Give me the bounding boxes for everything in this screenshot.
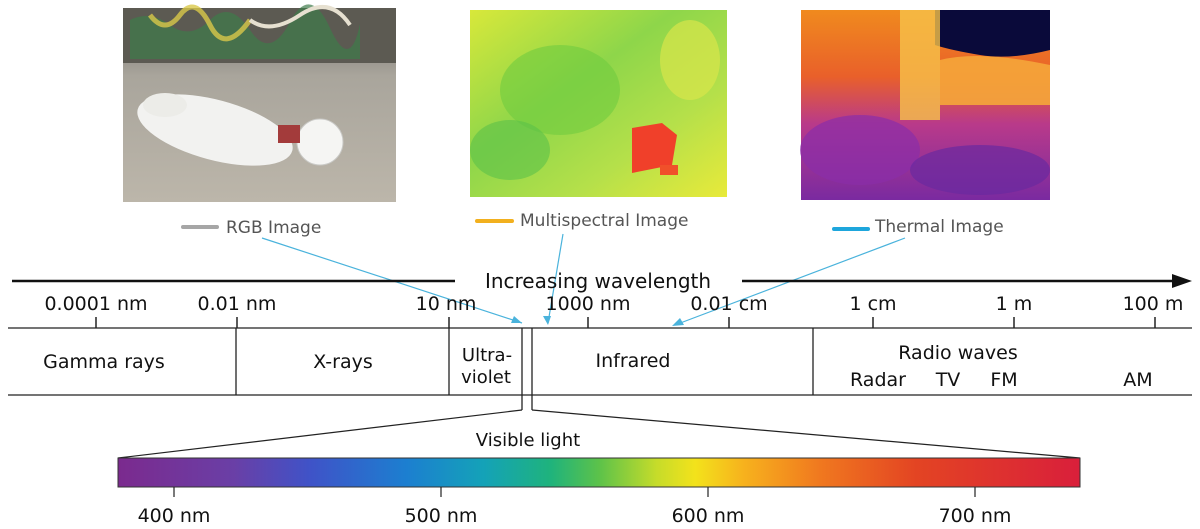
tick-label-3: 1000 nm: [546, 293, 631, 315]
tick-label-2: 10 nm: [416, 293, 477, 315]
band-table: [8, 327, 1192, 410]
visible-spectrum-bar: [117, 457, 1081, 488]
tick-label-4: 0.01 cm: [690, 293, 767, 315]
visible-light-title: Visible light: [476, 430, 580, 451]
visible-tick-700: 700 nm: [939, 505, 1012, 527]
rgb-photo: [123, 4, 396, 202]
legend-label-multispectral: Multispectral Image: [520, 211, 688, 231]
band-am: AM: [1123, 369, 1152, 391]
legend-rgb: RGB Image: [181, 218, 321, 238]
connector-rgb-arrowhead: [511, 316, 522, 323]
tick-marks: [95, 317, 1156, 328]
wavelength-axis-arrowhead: [1172, 274, 1192, 288]
tick-label-5: 1 cm: [849, 293, 896, 315]
legend-label-thermal: Thermal Image: [874, 217, 1004, 237]
tick-label-0: 0.0001 nm: [44, 293, 147, 315]
multispectral-photo: [470, 10, 727, 197]
tick-label-1: 0.01 nm: [198, 293, 277, 315]
connector-multispectral: [547, 233, 564, 324]
band-tv: TV: [935, 369, 961, 391]
visible-tick-600: 600 nm: [672, 505, 745, 527]
zoom-line-left: [117, 409, 523, 459]
band-gamma: Gamma rays: [43, 351, 165, 373]
connector-multispectral-arrowhead: [543, 316, 551, 325]
band-uv-line2: violet: [461, 367, 511, 388]
tick-label-7: 100 m: [1123, 293, 1184, 315]
band-infrared: Infrared: [596, 350, 671, 372]
band-fm: FM: [990, 369, 1017, 391]
legend-thermal: Thermal Image: [832, 217, 1004, 237]
connector-thermal-arrowhead: [672, 318, 684, 326]
band-radio: Radio waves: [898, 342, 1017, 364]
band-xray: X-rays: [313, 351, 373, 373]
legend-label-rgb: RGB Image: [226, 218, 321, 238]
band-uv-line1: Ultra-: [462, 345, 512, 366]
tick-label-6: 1 m: [996, 293, 1033, 315]
zoom-line-right: [531, 409, 1081, 459]
visible-tick-marks: [173, 487, 976, 497]
thermal-photo: [800, 10, 1050, 200]
visible-tick-400: 400 nm: [138, 505, 211, 527]
visible-tick-500: 500 nm: [405, 505, 478, 527]
band-radar: Radar: [850, 369, 906, 391]
legend-multispectral: Multispectral Image: [475, 211, 688, 231]
axis-title: Increasing wavelength: [485, 269, 711, 293]
